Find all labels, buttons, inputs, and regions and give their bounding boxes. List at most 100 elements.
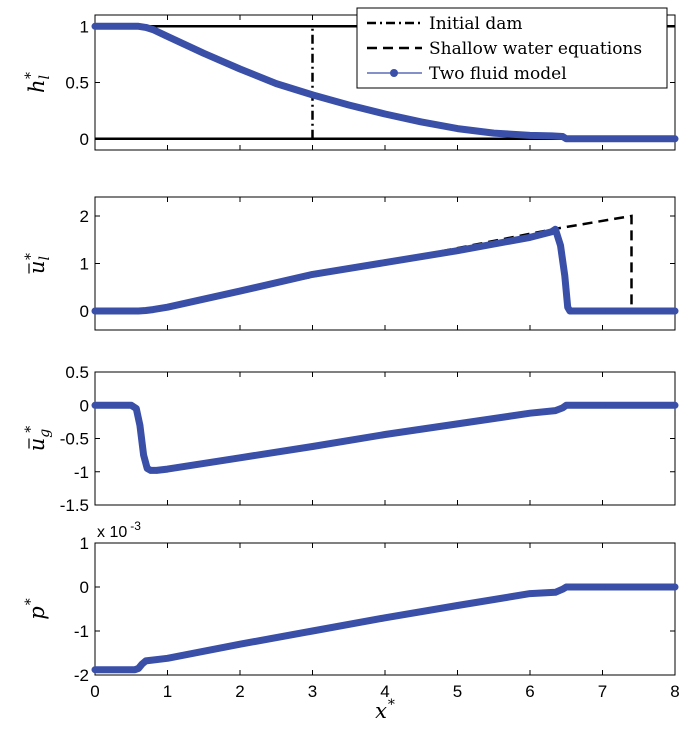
x-tick-label: 1 (163, 682, 172, 701)
x-tick-label: 3 (308, 682, 317, 701)
data-point (149, 26, 157, 33)
x-tick-label: 0 (90, 682, 99, 701)
data-point (526, 234, 534, 241)
series-two-fluid-model (91, 401, 679, 474)
data-point (91, 23, 99, 30)
x-tick-label: 7 (598, 682, 607, 701)
data-point (135, 23, 142, 30)
data-point (454, 420, 461, 428)
data-point (164, 655, 171, 662)
legend-entry-two-fluid-model: Two fluid model (367, 64, 567, 84)
data-point (128, 23, 135, 30)
panel-ug: -1.5 -1 -0.5 0 0.5 ug* (23, 363, 679, 515)
y-tick-label: 1 (80, 534, 89, 553)
data-point (236, 65, 244, 73)
x-tick-label: 2 (235, 682, 244, 701)
y-tick-label: 0 (80, 302, 89, 321)
data-point (153, 467, 160, 474)
svg-text:ug*: ug* (23, 426, 53, 452)
legend-entry-initial-dam: Initial dam (367, 14, 522, 34)
data-point (309, 443, 316, 450)
data-point (563, 135, 570, 142)
data-point (526, 590, 534, 597)
legend-label: Two fluid model (429, 64, 567, 84)
data-point (552, 589, 559, 596)
data-point (548, 132, 555, 140)
data-point (599, 307, 606, 315)
data-point (164, 304, 171, 311)
data-point (309, 627, 316, 635)
data-point (418, 118, 425, 126)
y-axis-label: ug* (23, 426, 53, 452)
y-tick-label: -1 (74, 463, 89, 482)
data-point (91, 402, 99, 409)
data-point (526, 132, 534, 139)
data-point (345, 101, 352, 109)
panel-ul: 0 1 2 ul* (23, 196, 679, 331)
legend-entry-shallow-water-equations: Shallow water equations (367, 39, 642, 59)
x-tick-label: 6 (525, 682, 534, 701)
data-point (454, 602, 461, 609)
data-point (454, 125, 461, 132)
data-point (91, 307, 99, 315)
data-point (128, 402, 135, 409)
data-point (671, 307, 679, 315)
data-point (142, 657, 149, 665)
data-point (147, 467, 155, 474)
x-tick-label: 5 (453, 682, 462, 701)
data-point (526, 410, 534, 417)
y-tick-label: -2 (74, 666, 89, 685)
svg-text:x*: x* (375, 697, 395, 723)
data-point (164, 465, 171, 473)
subplots: 0 0.5 1 hl* 0 1 2 ul* -1.5 -1 -0.5 0 0.5 ug* 0 1 2 3 4 5 6 7 8… (23, 14, 680, 701)
data-point (454, 247, 461, 254)
x-tick-label: 8 (670, 682, 679, 701)
x-tick-label: 4 (380, 682, 389, 701)
data-point (133, 405, 140, 412)
data-point (552, 407, 559, 414)
legend-label: Initial dam (429, 14, 522, 34)
data-point (149, 306, 157, 313)
y-tick-label: -1.5 (60, 496, 89, 515)
y-exponent-label: x 10 -3 (97, 519, 141, 541)
y-tick-label: 0.5 (65, 74, 89, 93)
y-tick-label: 0 (80, 130, 89, 149)
series-two-fluid-model (91, 583, 679, 674)
y-tick-label: 2 (80, 207, 89, 226)
data-point (599, 135, 606, 142)
data-point (309, 91, 316, 99)
data-point (599, 583, 606, 591)
data-point (381, 614, 389, 621)
data-point (135, 665, 142, 672)
data-point (671, 583, 679, 591)
svg-text:hl*: hl* (23, 72, 53, 93)
y-tick-label: 0.5 (65, 363, 89, 382)
legend-marker (390, 69, 398, 77)
y-axis-label: hl* (23, 72, 53, 93)
y-tick-label: 0 (80, 578, 89, 597)
data-point (236, 641, 244, 648)
y-axis-label: ul* (23, 253, 53, 274)
data-point (273, 80, 280, 87)
data-point (599, 402, 606, 409)
y-tick-label: 1 (80, 255, 89, 274)
data-point (490, 129, 497, 137)
data-point (561, 272, 568, 280)
data-point (671, 135, 679, 142)
y-tick-label: -1 (74, 622, 89, 641)
data-point (563, 583, 570, 591)
data-point (236, 287, 244, 295)
legend-label: Shallow water equations (429, 39, 642, 59)
y-tick-label: -0.5 (60, 430, 89, 449)
data-point (200, 50, 207, 57)
series-two-fluid-model (91, 225, 679, 315)
y-axis-label: p* (23, 598, 49, 619)
data-point (142, 307, 149, 314)
data-point (552, 226, 559, 233)
data-point (142, 24, 149, 31)
y-tick-label: 0 (80, 396, 89, 415)
svg-text:ul*: ul* (23, 253, 53, 274)
axes-box (94, 371, 676, 506)
svg-text:p*: p* (23, 598, 49, 619)
